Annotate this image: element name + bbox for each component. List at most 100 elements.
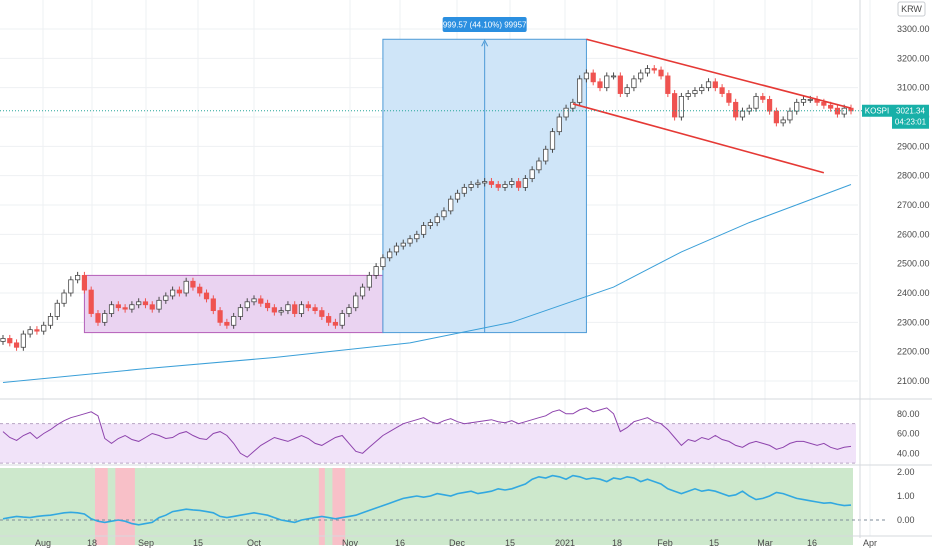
- candle[interactable]: [719, 84, 725, 98]
- candle[interactable]: [509, 178, 515, 188]
- candle[interactable]: [108, 301, 115, 318]
- candle[interactable]: [617, 72, 623, 98]
- candle[interactable]: [393, 242, 400, 256]
- candles[interactable]: [0, 65, 854, 351]
- candle[interactable]: [231, 312, 237, 329]
- candle[interactable]: [88, 286, 94, 318]
- candle[interactable]: [271, 304, 277, 316]
- candle[interactable]: [421, 222, 427, 238]
- candle[interactable]: [0, 334, 6, 345]
- candle[interactable]: [258, 295, 264, 307]
- candle[interactable]: [468, 180, 474, 191]
- candle[interactable]: [766, 95, 773, 115]
- candle[interactable]: [685, 90, 691, 100]
- candle[interactable]: [549, 128, 556, 153]
- candle[interactable]: [339, 310, 345, 329]
- candle[interactable]: [773, 107, 779, 127]
- candle[interactable]: [27, 326, 33, 338]
- candle[interactable]: [224, 318, 230, 329]
- candle[interactable]: [366, 271, 372, 291]
- candle[interactable]: [712, 78, 718, 92]
- candle[interactable]: [705, 78, 712, 92]
- candle[interactable]: [298, 301, 305, 318]
- candle[interactable]: [346, 304, 352, 318]
- candle[interactable]: [47, 312, 54, 329]
- candle[interactable]: [20, 330, 26, 351]
- candle[interactable]: [156, 296, 162, 313]
- candle[interactable]: [169, 286, 176, 300]
- candle[interactable]: [400, 239, 406, 250]
- candle[interactable]: [610, 72, 617, 80]
- candle[interactable]: [543, 145, 549, 165]
- candle[interactable]: [638, 69, 644, 83]
- candle[interactable]: [461, 183, 467, 197]
- candle[interactable]: [122, 304, 128, 313]
- candle[interactable]: [244, 298, 250, 312]
- candle[interactable]: [197, 283, 203, 297]
- candle[interactable]: [624, 84, 630, 98]
- candle[interactable]: [136, 298, 142, 309]
- candle[interactable]: [305, 301, 311, 312]
- candle[interactable]: [739, 107, 746, 121]
- candle[interactable]: [590, 69, 596, 86]
- candle[interactable]: [577, 75, 583, 106]
- candle[interactable]: [753, 92, 759, 112]
- candle[interactable]: [380, 254, 386, 271]
- candle[interactable]: [434, 213, 440, 227]
- candle[interactable]: [217, 307, 223, 326]
- candle[interactable]: [115, 301, 121, 312]
- candle[interactable]: [251, 295, 257, 306]
- candle[interactable]: [183, 277, 189, 297]
- candle[interactable]: [733, 98, 739, 121]
- candle[interactable]: [604, 72, 610, 92]
- candle[interactable]: [387, 248, 393, 262]
- candle[interactable]: [529, 166, 535, 183]
- candle[interactable]: [746, 104, 752, 115]
- candle[interactable]: [407, 235, 413, 247]
- candle[interactable]: [672, 90, 678, 121]
- candle[interactable]: [278, 307, 284, 316]
- candle[interactable]: [285, 301, 291, 315]
- candle[interactable]: [190, 277, 196, 291]
- candle[interactable]: [7, 334, 13, 347]
- candle[interactable]: [441, 207, 447, 221]
- candle[interactable]: [129, 301, 135, 313]
- candle[interactable]: [353, 292, 359, 312]
- candle[interactable]: [319, 307, 325, 320]
- candle[interactable]: [583, 69, 590, 83]
- candle[interactable]: [41, 321, 47, 335]
- candle[interactable]: [522, 175, 528, 191]
- candle[interactable]: [597, 78, 603, 92]
- candle[interactable]: [264, 299, 271, 312]
- candle[interactable]: [203, 289, 210, 303]
- candle[interactable]: [81, 271, 88, 294]
- candle[interactable]: [163, 292, 169, 304]
- candle[interactable]: [665, 72, 671, 98]
- candle[interactable]: [326, 312, 332, 326]
- candle[interactable]: [149, 301, 155, 313]
- candle[interactable]: [651, 65, 657, 74]
- candle[interactable]: [502, 180, 508, 191]
- candle[interactable]: [488, 178, 495, 188]
- candle[interactable]: [515, 178, 522, 191]
- candle[interactable]: [292, 301, 298, 318]
- candle[interactable]: [794, 98, 800, 115]
- candle[interactable]: [848, 104, 854, 115]
- candle[interactable]: [536, 157, 542, 174]
- candle[interactable]: [414, 230, 420, 243]
- candle[interactable]: [495, 180, 501, 191]
- candle[interactable]: [427, 219, 433, 230]
- candle[interactable]: [142, 298, 149, 309]
- candle[interactable]: [454, 189, 461, 203]
- candle[interactable]: [631, 75, 637, 92]
- candle[interactable]: [787, 107, 793, 124]
- candle[interactable]: [563, 104, 569, 121]
- candle[interactable]: [814, 95, 820, 106]
- candle[interactable]: [102, 310, 108, 326]
- candle[interactable]: [760, 92, 766, 103]
- candle[interactable]: [448, 195, 454, 215]
- trend-channel[interactable]: [572, 38, 852, 174]
- candle[interactable]: [237, 304, 244, 320]
- candle[interactable]: [800, 95, 807, 106]
